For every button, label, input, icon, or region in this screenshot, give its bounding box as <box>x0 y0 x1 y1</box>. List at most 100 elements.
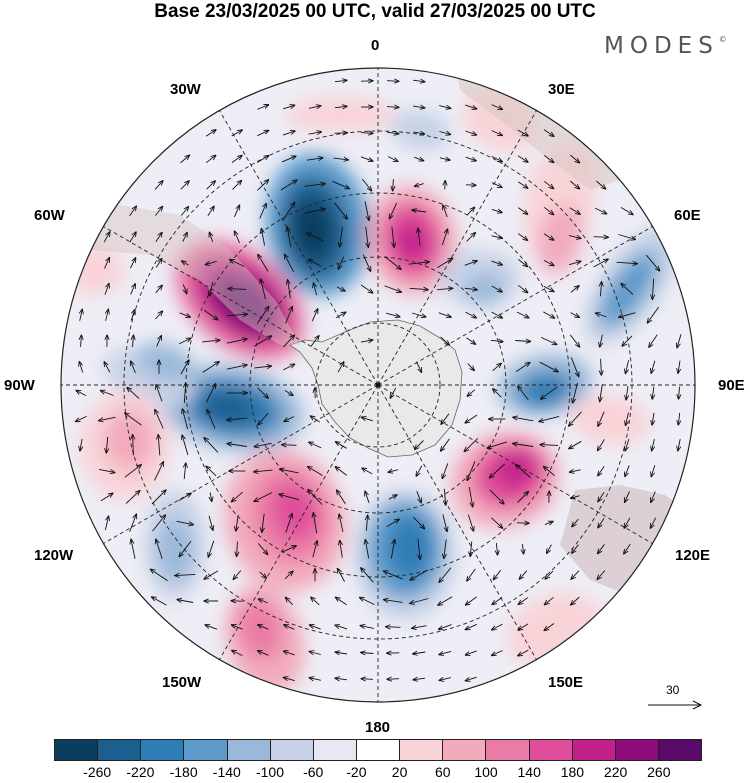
wind-arrow <box>470 541 472 556</box>
wind-arrow <box>625 491 630 503</box>
wind-arrow <box>231 155 242 163</box>
wind-arrow <box>309 652 321 655</box>
wind-arrow <box>129 258 135 269</box>
wind-arrow <box>465 596 477 605</box>
wind-arrow <box>513 444 534 447</box>
wind-arrow <box>258 625 269 630</box>
wind-arrow <box>491 209 502 212</box>
wind-arrow <box>258 412 269 425</box>
wind-arrow <box>441 229 447 246</box>
chart-title: Base 23/03/2025 00 UTC, valid 27/03/2025… <box>154 1 596 22</box>
anomaly-contour <box>285 97 395 133</box>
wind-arrow <box>593 259 608 268</box>
colorbar-tick-label: -100 <box>255 764 285 780</box>
wind-arrow <box>467 514 473 531</box>
africa <box>455 68 620 190</box>
wind-arrow <box>335 312 346 319</box>
wind-arrow <box>492 623 503 630</box>
wind-arrow <box>361 653 374 654</box>
wind-arrow <box>129 232 136 243</box>
wind-arrow <box>491 236 503 238</box>
colorbar-tick-label: -60 <box>303 764 324 780</box>
wind-arrow <box>570 286 579 293</box>
wind-arrow <box>418 228 420 246</box>
anomaly-contour <box>465 274 505 306</box>
wind-arrow <box>206 466 217 477</box>
wind-arrow <box>156 336 162 347</box>
wind-arrow <box>261 228 266 246</box>
wind-arrow <box>388 495 397 500</box>
wind-arrow <box>598 517 605 528</box>
wind-arrow <box>257 180 268 191</box>
wind-arrow <box>491 155 503 161</box>
wind-arrow <box>439 567 452 583</box>
wind-arrow <box>518 284 527 292</box>
colorbar-tick-label: 100 <box>474 764 498 780</box>
colorbar <box>54 739 702 761</box>
wind-arrow <box>465 623 477 629</box>
wind-arrow <box>258 599 268 604</box>
wind-arrow <box>439 651 452 654</box>
wind-arrow <box>360 597 375 606</box>
wind-arrow <box>601 358 602 375</box>
wind-arrow <box>283 335 295 348</box>
wind-arrow <box>543 155 554 162</box>
wind-arrow <box>257 387 269 398</box>
meridian <box>103 384 379 544</box>
wind-arrow <box>444 488 445 505</box>
colorbar-tick-label: -180 <box>169 764 198 780</box>
wind-arrow <box>383 571 403 580</box>
wind-arrow <box>205 155 216 164</box>
wind-arrow <box>384 285 402 292</box>
wind-arrow <box>313 283 316 296</box>
vector-reference-label: 30 <box>666 683 680 697</box>
wind-arrow <box>365 491 370 503</box>
wind-arrow <box>440 336 450 345</box>
meridian <box>219 110 379 386</box>
wind-arrow <box>418 538 420 560</box>
wind-arrow <box>598 544 605 553</box>
wind-arrow <box>387 132 399 134</box>
wind-arrow <box>444 539 446 559</box>
wind-arrow <box>439 678 452 681</box>
wind-arrow <box>209 281 214 296</box>
wind-arrow <box>543 129 554 137</box>
wind-arrow <box>593 237 609 238</box>
wind-arrow <box>437 258 452 269</box>
wind-arrow <box>129 206 137 217</box>
wind-arrow <box>284 254 294 273</box>
wind-arrow <box>124 465 142 478</box>
wind-arrow <box>467 363 475 370</box>
wind-arrow <box>360 156 373 161</box>
wind-arrow <box>340 540 343 558</box>
meridian <box>103 226 379 386</box>
wind-arrow <box>180 181 189 190</box>
wind-arrow <box>597 570 606 580</box>
colorbar-cell <box>98 740 142 760</box>
wind-arrow <box>677 334 682 348</box>
wind-arrow <box>465 650 477 655</box>
wind-arrow <box>179 312 191 317</box>
wind-arrow <box>465 676 477 681</box>
colorbar-tick-label: -20 <box>346 764 367 780</box>
wind-arrow <box>178 493 191 502</box>
wind-arrow <box>518 649 529 656</box>
wind-arrow <box>311 597 320 606</box>
wind-arrow <box>307 158 323 160</box>
wind-arrow <box>413 106 425 108</box>
wind-arrow <box>492 597 503 604</box>
anomaly-contour <box>136 342 194 382</box>
wind-arrow <box>209 232 212 242</box>
wind-arrow <box>283 677 295 682</box>
wind-arrow <box>543 311 554 318</box>
vector-reference-arrow <box>648 700 703 710</box>
wind-arrow <box>283 364 294 371</box>
wind-arrow <box>210 492 212 502</box>
wind-arrow <box>180 155 190 164</box>
wind-arrow <box>544 206 553 214</box>
wind-arrow <box>226 339 247 344</box>
wind-arrow <box>360 133 373 134</box>
wind-arrow <box>308 106 321 109</box>
wind-arrow <box>569 334 579 347</box>
wind-arrow <box>465 130 477 135</box>
